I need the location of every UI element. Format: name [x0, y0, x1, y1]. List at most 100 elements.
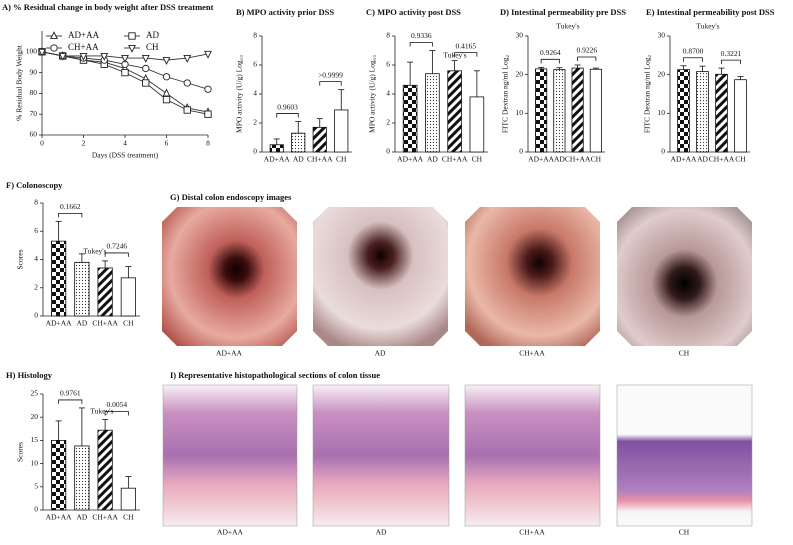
y-tick-label: 6 — [253, 60, 257, 69]
legend-marker — [128, 44, 136, 53]
y-tick-label: 0 — [34, 311, 38, 320]
caption: CH — [679, 528, 690, 537]
legend-marker — [50, 31, 58, 40]
x-tick-label: AD+AA — [264, 155, 290, 164]
marker — [121, 55, 129, 63]
caption: CH+AA — [519, 528, 545, 537]
endoscopy-image — [465, 207, 600, 346]
marker — [183, 106, 191, 114]
legend-marker — [50, 44, 58, 52]
bar — [334, 109, 349, 153]
x-tick-label: 4 — [123, 139, 127, 148]
marker — [162, 88, 171, 97]
comparison-bracket — [454, 52, 478, 57]
endoscopy-panel: G) Distal colon endoscopy images AD+AA A… — [162, 192, 752, 358]
y-axis-label: Scores — [16, 249, 25, 269]
y-tick-label: 2 — [34, 282, 38, 291]
note: Tukey's — [83, 247, 106, 256]
legend-label: CH+AA — [68, 42, 99, 52]
panel-title: I) Representative histopathological sect… — [170, 370, 380, 380]
y-tick-label: 4 — [253, 89, 257, 98]
legend-label: CH — [146, 42, 159, 52]
x-tick-label: 8 — [206, 139, 210, 148]
caption: AD — [375, 349, 386, 358]
y-tick-label: 0 — [253, 147, 257, 156]
bar — [312, 126, 327, 153]
x-tick-label: AD — [554, 155, 565, 164]
x-tick-label: AD — [293, 155, 304, 164]
bar — [269, 144, 284, 153]
bar — [120, 487, 136, 511]
caption: CH — [679, 349, 690, 358]
endoscopy-image — [617, 207, 752, 346]
x-tick-label: 2 — [82, 139, 86, 148]
bar — [571, 67, 584, 153]
y-tick-label: 2 — [386, 118, 390, 127]
comparison-bracket — [683, 57, 703, 62]
comparison-bracket — [540, 58, 560, 64]
y-tick-label: 4 — [34, 254, 38, 263]
y-tick-label: 6 — [386, 60, 390, 69]
p-value: 0.9603 — [277, 102, 298, 111]
bar — [120, 277, 136, 317]
bar — [734, 79, 747, 153]
bar — [74, 261, 90, 317]
y-tick-label: 10 — [516, 108, 524, 117]
p-value: 0.9761 — [60, 389, 81, 398]
x-tick-label: AD+AA — [46, 319, 72, 328]
x-axis-label: Days (DSS treatment) — [92, 151, 159, 160]
x-tick-label: CH — [472, 155, 483, 164]
caption: AD — [376, 528, 387, 537]
bar — [677, 69, 690, 153]
bar — [97, 267, 113, 317]
p-value: 0.1662 — [60, 202, 81, 211]
marker — [162, 73, 171, 81]
histology-image — [464, 384, 601, 527]
y-tick-label: 20 — [516, 69, 524, 78]
y-axis-label: Scores — [16, 442, 25, 462]
y-tick-label: 4 — [386, 89, 390, 98]
bar — [589, 68, 602, 153]
caption: AD+AA — [217, 528, 243, 537]
p-value: 0.0054 — [106, 400, 127, 409]
note: Tukey's — [90, 407, 113, 416]
marker — [183, 55, 192, 63]
endoscopy-image — [162, 207, 297, 346]
marker — [38, 48, 46, 57]
y-tick-label: 10 — [658, 108, 666, 117]
y-tick-label: 2 — [253, 118, 257, 127]
note: Tukey's — [696, 22, 719, 31]
chart-title: E) Intestinal permeability post DSS — [646, 7, 775, 17]
x-tick-label: CH+AA — [92, 319, 118, 328]
p-value: 0.9264 — [540, 48, 561, 57]
comparison-bracket — [319, 81, 342, 86]
note: Tukey's — [556, 22, 579, 31]
marker — [142, 64, 150, 73]
x-tick-label: CH+AA — [307, 155, 333, 164]
panel-title: G) Distal colon endoscopy images — [170, 192, 292, 202]
chart-title: H) Histology — [6, 370, 53, 380]
y-tick-label: 70 — [30, 109, 38, 118]
comparison-bracket — [58, 399, 83, 404]
bar — [51, 439, 67, 511]
bar — [715, 73, 728, 153]
histology-image — [312, 384, 450, 527]
comparison-bracket — [721, 59, 741, 65]
p-value: 0.3221 — [721, 49, 742, 58]
histology-image — [162, 384, 298, 527]
p-value: >0.9999 — [318, 70, 343, 79]
chart-title: B) MPO activity prior DSS — [236, 7, 334, 17]
comparison-bracket — [276, 113, 299, 118]
y-tick-label: 0 — [386, 147, 390, 156]
x-tick-label: CH+AA — [565, 155, 591, 164]
marker — [162, 95, 171, 104]
y-tick-label: 100 — [26, 47, 38, 56]
y-axis-label: MPO activity (U/g) Log₁₀ — [368, 55, 377, 133]
legend-label: AD+AA — [68, 30, 100, 40]
y-tick-label: 10 — [31, 458, 39, 467]
p-value: 0.7246 — [106, 242, 127, 251]
y-tick-label: 0 — [661, 147, 665, 156]
marker — [121, 68, 129, 77]
y-tick-label: 8 — [253, 31, 257, 40]
